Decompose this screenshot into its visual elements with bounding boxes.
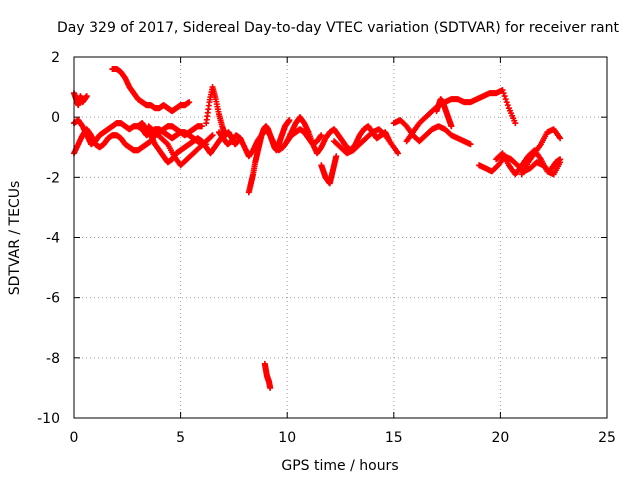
series-sat-k	[318, 153, 340, 187]
data-point	[448, 123, 455, 130]
x-tick-label: 10	[278, 430, 296, 446]
y-tick-label: -8	[46, 351, 60, 367]
data-point	[208, 133, 215, 140]
y-tick-label: -2	[46, 170, 60, 186]
y-tick-label: -6	[46, 291, 60, 307]
y-tick-label: -10	[37, 411, 60, 427]
data-point	[467, 141, 474, 148]
x-tick-label: 25	[598, 430, 616, 446]
series-sat-q	[493, 147, 564, 178]
data-points	[71, 66, 564, 391]
series-sat-m	[390, 117, 474, 148]
plot-frame	[73, 56, 608, 419]
series-sat-d	[109, 66, 193, 115]
y-axis-label: SDTVAR / TECUs	[7, 181, 23, 296]
y-tick-label: -4	[46, 231, 60, 247]
series-sat-o	[433, 96, 455, 130]
series-sat-e	[134, 120, 227, 166]
data-point	[286, 117, 293, 124]
y-tick-label: 0	[51, 110, 60, 126]
series-sat-c	[71, 90, 90, 109]
data-point	[503, 99, 510, 106]
series-sat-r	[518, 126, 564, 178]
series-sat-j	[279, 114, 393, 157]
data-point	[512, 120, 519, 127]
x-tick-label: 0	[70, 430, 79, 446]
chart-title: Day 329 of 2017, Sidereal Day-to-day VTE…	[57, 20, 619, 36]
data-point	[186, 99, 193, 106]
data-point	[83, 93, 90, 100]
data-point	[198, 123, 205, 130]
data-point	[209, 132, 216, 139]
series-sat-b	[71, 123, 205, 157]
data-point	[500, 90, 507, 97]
series-sat-n	[403, 87, 519, 145]
x-tick-label: 20	[491, 430, 509, 446]
data-point	[333, 153, 340, 160]
data-point	[318, 132, 325, 139]
data-point	[163, 140, 170, 147]
grid-lines	[74, 57, 607, 418]
axis-ticks: 0 5 10 15 20 25 -10 -8 -6 -4 -2 0 2	[37, 50, 616, 446]
x-tick-label: 15	[385, 430, 403, 446]
series-sat-f	[145, 123, 216, 169]
data-point	[501, 93, 508, 100]
series-sat-i	[245, 117, 293, 196]
y-tick-label: 2	[51, 50, 60, 66]
data-point	[504, 102, 511, 109]
data-point	[502, 96, 509, 103]
x-axis-label: GPS time / hours	[281, 458, 398, 474]
series-sat-s	[261, 360, 274, 391]
data-point	[557, 135, 564, 142]
data-point	[267, 384, 274, 391]
data-point	[499, 87, 506, 94]
data-point	[557, 159, 564, 166]
data-point	[395, 150, 402, 157]
series-sat-l	[331, 126, 402, 157]
series-sat-g	[203, 84, 242, 148]
x-tick-label: 5	[176, 430, 185, 446]
